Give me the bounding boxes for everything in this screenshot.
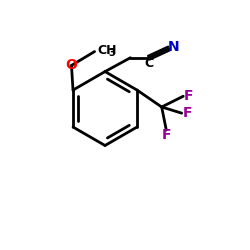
Text: CH: CH — [98, 44, 117, 57]
Text: N: N — [168, 40, 179, 54]
Text: F: F — [182, 106, 192, 120]
Text: F: F — [162, 128, 171, 142]
Text: F: F — [184, 89, 193, 103]
Text: C: C — [144, 58, 154, 70]
Text: O: O — [66, 58, 78, 72]
Text: 3: 3 — [108, 48, 115, 58]
